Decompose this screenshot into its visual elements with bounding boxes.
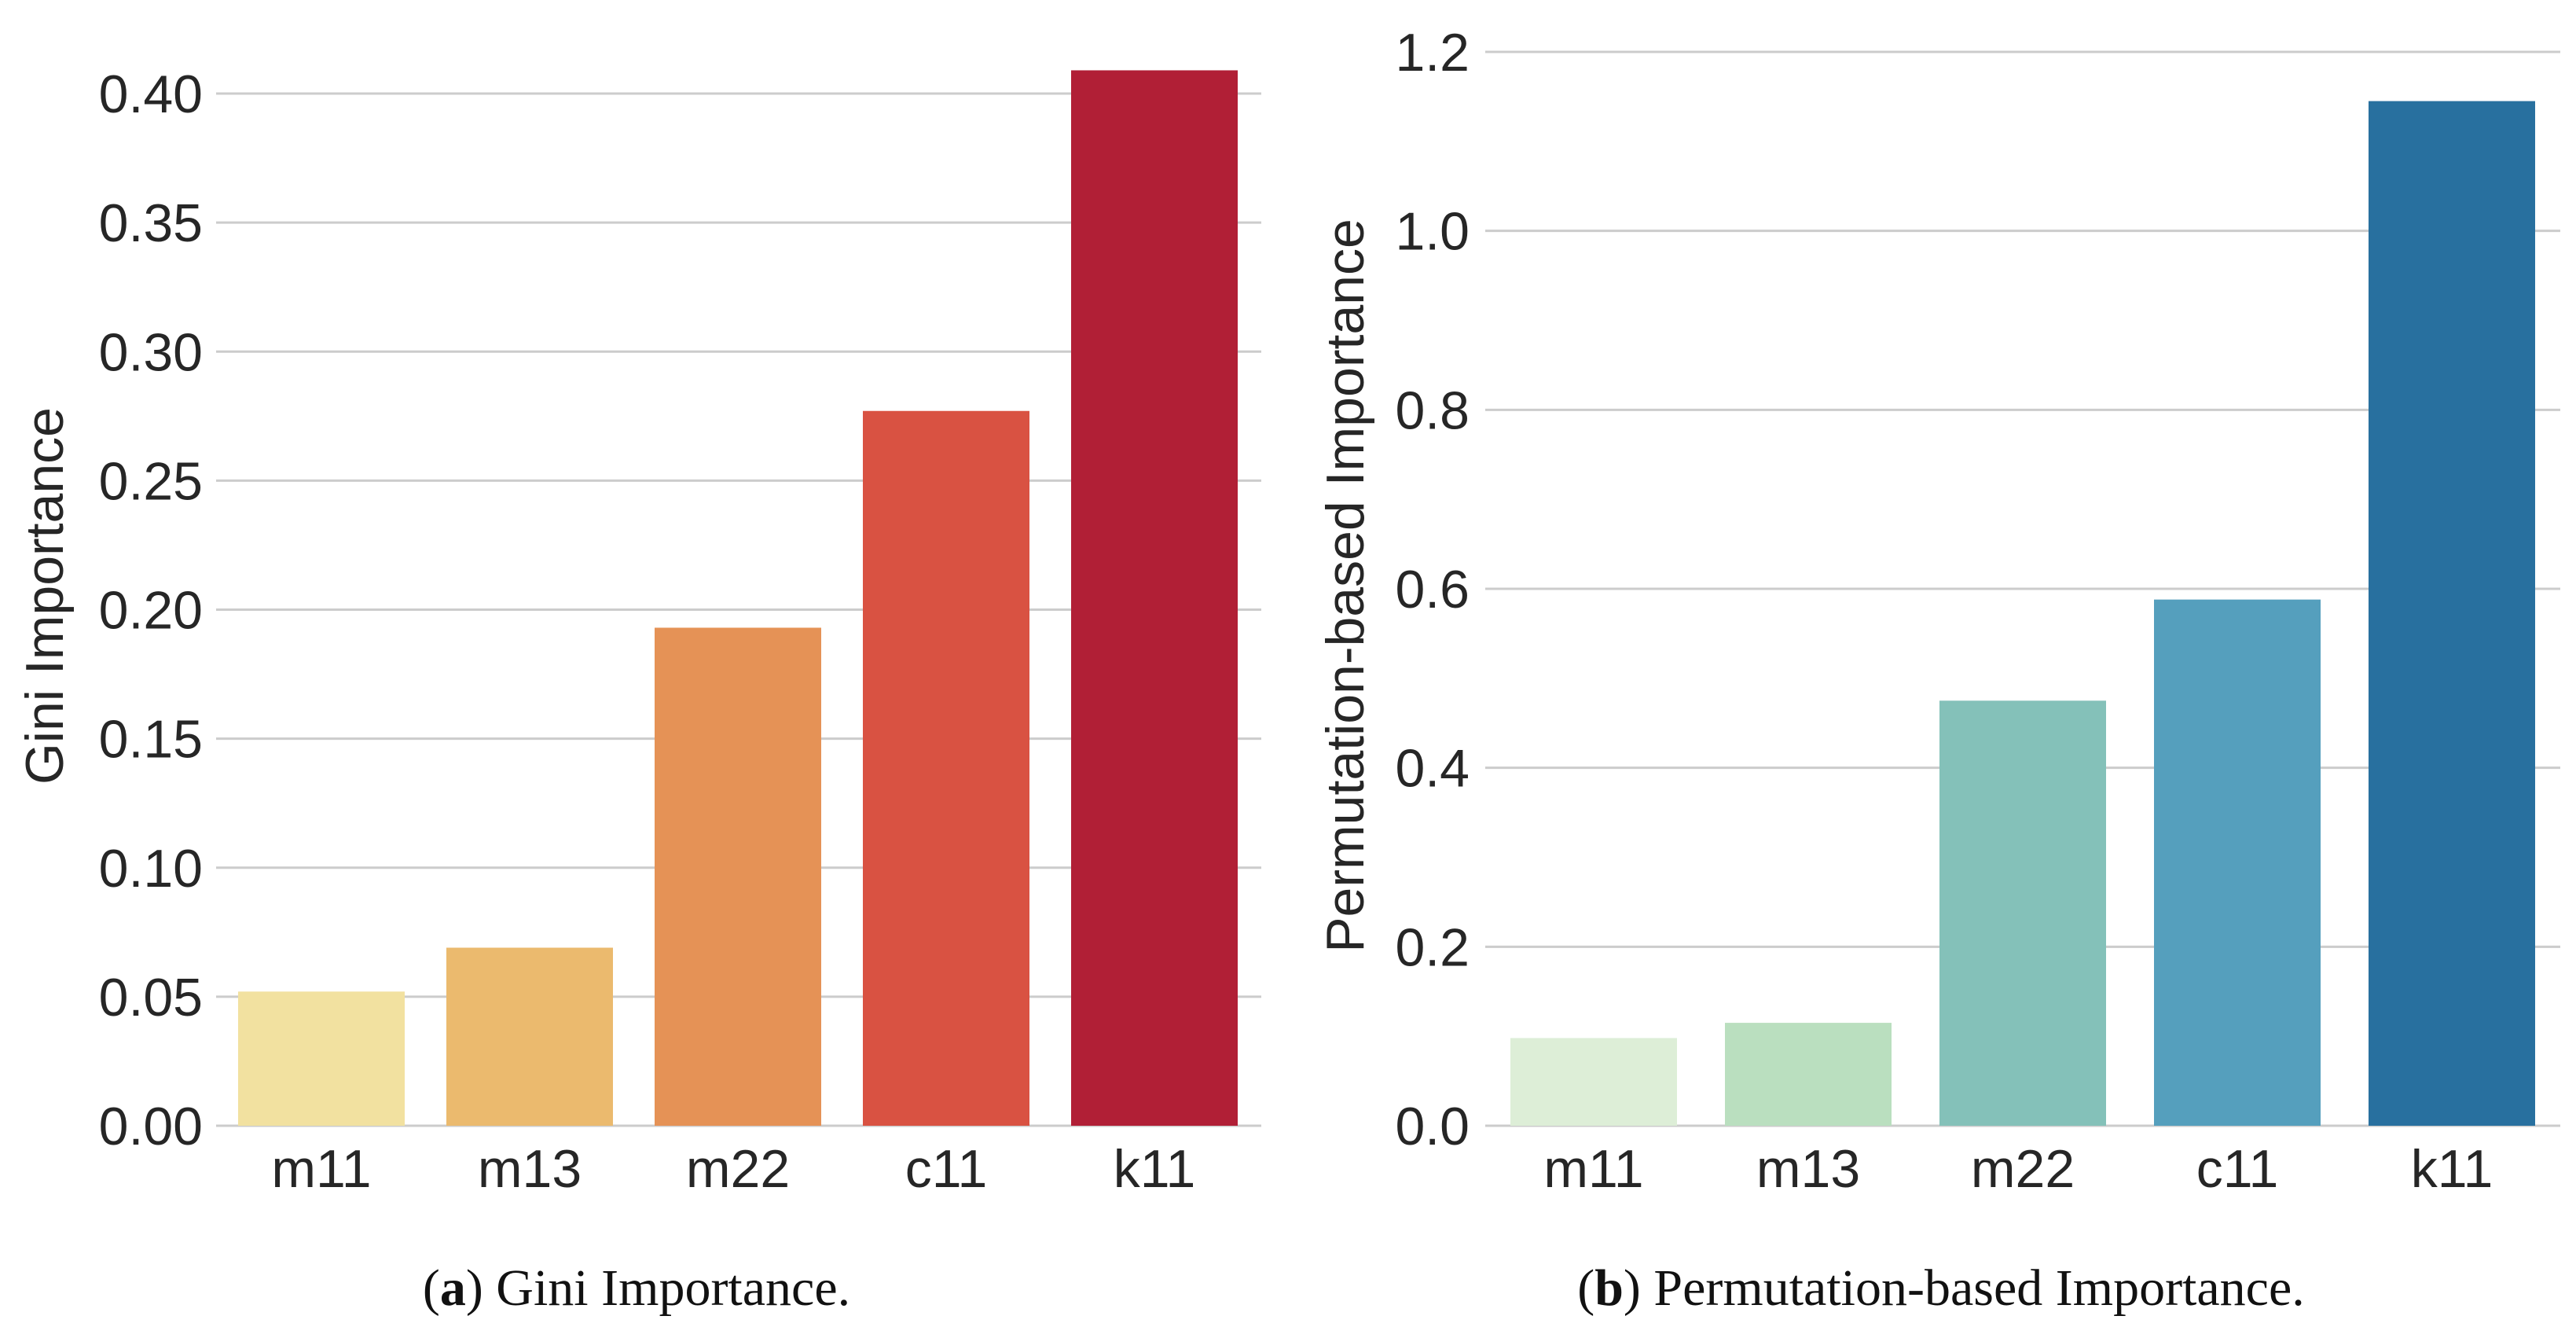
panel-a-bar-m13	[446, 947, 613, 1126]
panel-b-xtick-label: m13	[1756, 1139, 1860, 1199]
panel-a-ytick-label: 0.20	[99, 581, 203, 641]
panel-b-ytick-label: 0.0	[1395, 1097, 1470, 1156]
panel-b-bar-m22	[1939, 700, 2106, 1126]
panel-b-ytick-label: 0.6	[1395, 560, 1470, 619]
panel-a-caption-text: Gini Importance.	[483, 1259, 850, 1317]
panel-a-caption-open: (	[423, 1259, 440, 1317]
panel-b-ytick-label: 1.0	[1395, 202, 1470, 262]
panel-a-ytick-label: 0.15	[99, 710, 203, 770]
panel-b-caption-text: Permutation-based Importance.	[1641, 1259, 2305, 1317]
panel-a-ylabel: Gini Importance	[15, 407, 75, 785]
panel-b-bar-c11	[2154, 599, 2321, 1126]
panel-b-caption-tag: b	[1594, 1259, 1624, 1317]
panel-b-xtick-label: c11	[2196, 1139, 2279, 1199]
panel-a-ytick-label: 0.00	[99, 1097, 203, 1156]
panel-b-bar-k11	[2369, 101, 2535, 1126]
panel-b-ytick-label: 0.4	[1395, 739, 1470, 799]
panel-a-bar-m11	[238, 991, 405, 1126]
panel-a-ytick-label: 0.05	[99, 968, 203, 1027]
panel-a-caption-close: )	[466, 1259, 483, 1317]
panel-b-ylabel: Permutation-based Importance	[1316, 219, 1375, 953]
panel-b-ytick-label: 1.2	[1395, 23, 1470, 83]
panel-b-bar-m13	[1725, 1023, 1892, 1126]
panel-b-bars	[1510, 101, 2535, 1126]
panel-b-caption: (b) Permutation-based Importance.	[1577, 1259, 2305, 1317]
panel-b-caption-close: )	[1624, 1259, 1641, 1317]
panel-a-bar-c11	[863, 410, 1029, 1126]
panel-a-xtick-label: m22	[686, 1139, 790, 1199]
panel-a-ytick-label: 0.30	[99, 322, 203, 382]
panel-a-caption: (a) Gini Importance.	[423, 1259, 850, 1317]
panel-a-xtick-label: m11	[271, 1139, 371, 1199]
panel-a-xticks: m11 m13 m22 c11 k11	[271, 1139, 1195, 1199]
panel-b-ytick-label: 0.8	[1395, 380, 1470, 440]
panel-b-bar-m11	[1510, 1038, 1677, 1126]
panel-a-ytick-label: 0.10	[99, 839, 203, 899]
panel-b-caption-open: (	[1577, 1259, 1594, 1317]
panel-a-yticks: 0.00 0.05 0.10 0.15 0.20 0.25 0.30 0.35 0.40	[99, 64, 203, 1156]
panel-b-xtick-label: m22	[1971, 1139, 2075, 1199]
panel-a-ytick-label: 0.25	[99, 451, 203, 511]
panel-a-bar-k11	[1071, 70, 1238, 1126]
panel-a-xtick-label: m13	[478, 1139, 582, 1199]
panel-a-caption-tag: a	[440, 1259, 466, 1317]
panel-a-xtick-label: c11	[905, 1139, 988, 1199]
panel-b: 0.0 0.2 0.4 0.6 0.8 1.0 1.2 m11 m13 m22 c11 k11 Pe…	[1316, 23, 2560, 1317]
panel-b-xtick-label: m11	[1543, 1139, 1643, 1199]
panel-b-xtick-label: k11	[2411, 1139, 2493, 1199]
panel-a-bar-m22	[655, 627, 821, 1126]
panel-b-ytick-label: 0.2	[1395, 917, 1470, 977]
panel-a-xtick-label: k11	[1114, 1139, 1196, 1199]
panel-b-xticks: m11 m13 m22 c11 k11	[1543, 1139, 2493, 1199]
panel-a: 0.00 0.05 0.10 0.15 0.20 0.25 0.30 0.35 0.40 m11…	[15, 64, 1261, 1317]
panel-b-yticks: 0.0 0.2 0.4 0.6 0.8 1.0 1.2	[1395, 23, 1470, 1156]
panel-a-ytick-label: 0.35	[99, 193, 203, 253]
panel-a-ytick-label: 0.40	[99, 64, 203, 124]
panel-a-bars	[238, 70, 1238, 1126]
